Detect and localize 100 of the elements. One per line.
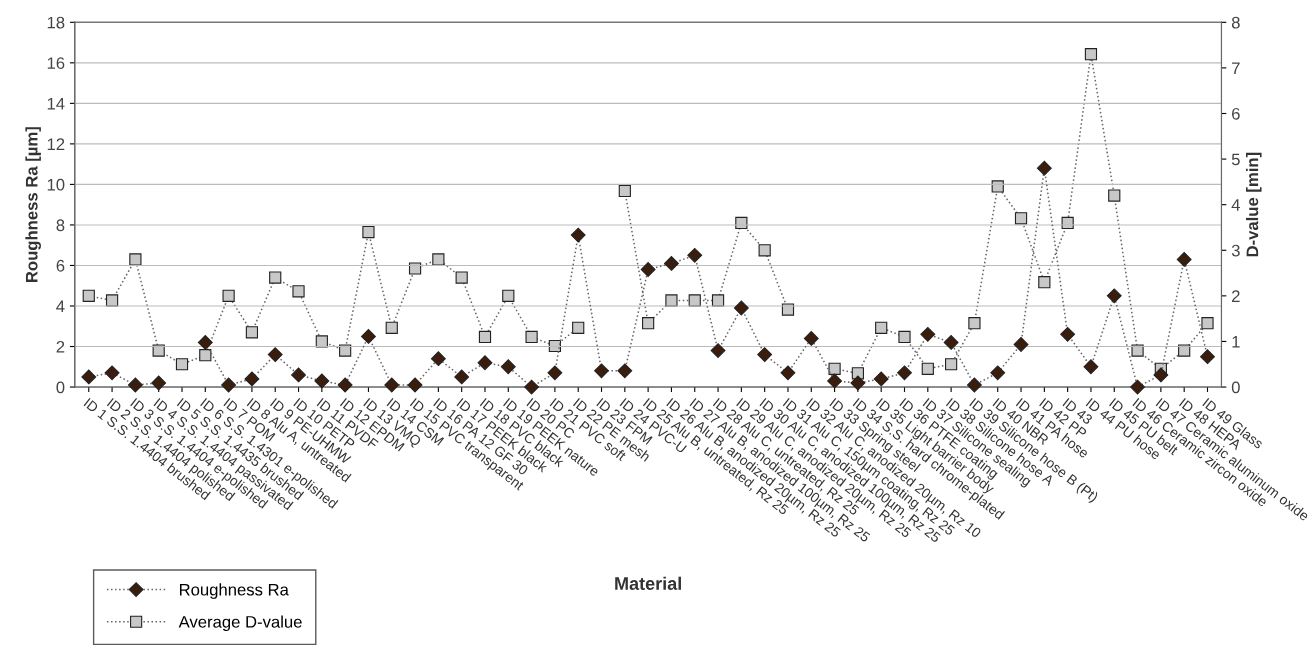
point (315, 335, 328, 348)
y-tick-label: 2 (56, 340, 65, 353)
point (430, 351, 446, 367)
point (1108, 189, 1121, 202)
point (1200, 349, 1215, 365)
y2-tick-label: 2 (1232, 290, 1240, 302)
point (337, 377, 353, 393)
y2-tick-label: 6 (1232, 107, 1240, 120)
point (1036, 160, 1052, 176)
point (339, 344, 352, 357)
point (221, 377, 237, 393)
point (827, 373, 843, 389)
y2-tick-label: 4 (1231, 199, 1240, 211)
point (175, 358, 189, 371)
y2-tick-label: 3 (1231, 244, 1240, 257)
y-tick-label: 10 (47, 178, 65, 191)
x-axis-title: Material (615, 576, 681, 590)
point (757, 347, 773, 363)
point (897, 365, 912, 381)
point (594, 363, 609, 379)
legend-label: Average D-value (178, 615, 302, 632)
point (1130, 379, 1145, 395)
y-tick-label: 14 (47, 97, 65, 110)
point (1201, 317, 1214, 330)
point (291, 367, 306, 383)
point (898, 330, 911, 343)
point (1038, 276, 1051, 289)
y2-tick-label: 7 (1232, 62, 1240, 74)
y2-tick-label: 0 (1231, 381, 1240, 394)
point (1083, 359, 1099, 375)
point (502, 289, 515, 302)
point (524, 379, 540, 395)
point (570, 227, 586, 243)
point (127, 377, 143, 393)
point (222, 289, 235, 302)
point (267, 347, 283, 363)
point (384, 377, 400, 393)
y-tick-label: 6 (56, 259, 65, 272)
point (966, 377, 982, 393)
point (803, 330, 819, 346)
point (875, 321, 888, 334)
point (850, 375, 866, 391)
point (758, 244, 771, 257)
point (244, 371, 260, 387)
point (197, 335, 213, 350)
point (642, 317, 655, 330)
point (408, 262, 422, 275)
point (990, 365, 1006, 381)
y2-tick-label: 1 (1232, 336, 1240, 348)
point (710, 343, 726, 358)
point (687, 247, 703, 263)
point (920, 326, 936, 342)
y-tick-label: 0 (56, 381, 65, 394)
point (618, 184, 631, 198)
point (1106, 288, 1122, 304)
point (525, 330, 538, 343)
point (407, 377, 423, 393)
point (245, 326, 259, 339)
point (314, 373, 330, 389)
point (432, 253, 445, 266)
y-tick-label: 16 (47, 57, 65, 70)
point (547, 365, 563, 381)
point (361, 328, 376, 344)
y-tick-label: 12 (47, 138, 65, 150)
point (640, 262, 656, 277)
point (1060, 326, 1076, 342)
point (1178, 344, 1191, 357)
legend-label: Roughness Ra (179, 583, 289, 599)
point (269, 271, 282, 284)
point (921, 362, 934, 375)
point (81, 369, 97, 385)
point (151, 375, 167, 391)
point (943, 335, 959, 350)
point (454, 369, 470, 385)
point (873, 371, 889, 387)
point (500, 359, 516, 375)
point (617, 363, 633, 379)
point (968, 317, 981, 330)
point (385, 321, 398, 334)
point (1084, 48, 1098, 61)
point (82, 289, 95, 302)
y2-tick-label: 5 (1231, 153, 1240, 166)
point (572, 321, 585, 334)
point (1131, 344, 1144, 357)
point (1176, 251, 1192, 267)
y-axis-title: Roughness Ra [µm] (25, 127, 41, 282)
point (664, 256, 679, 271)
point (1013, 337, 1029, 352)
point (945, 358, 958, 371)
point (828, 362, 841, 375)
point (991, 180, 1004, 193)
y2-tick-label: 8 (1231, 16, 1240, 29)
point (1153, 367, 1169, 383)
y2-axis-title: D-value [min] (1246, 152, 1262, 257)
point (292, 285, 305, 298)
point (665, 294, 678, 307)
point (780, 365, 796, 381)
point (362, 225, 375, 239)
point (104, 365, 120, 381)
point (733, 300, 749, 316)
